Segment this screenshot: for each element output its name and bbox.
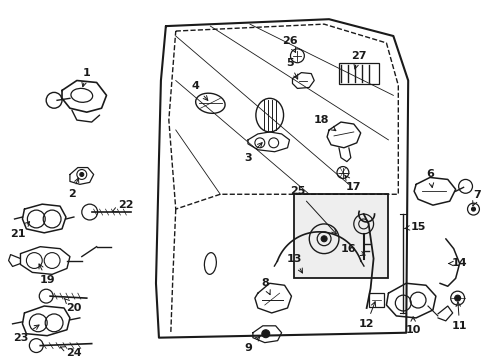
Text: 12: 12 [358, 302, 375, 329]
Text: 15: 15 [404, 222, 425, 232]
Text: 24: 24 [61, 347, 81, 357]
Text: 8: 8 [261, 278, 270, 294]
Circle shape [261, 330, 269, 338]
Bar [368, 293, 384, 307]
Circle shape [80, 172, 83, 176]
Text: 1: 1 [81, 68, 90, 87]
Text: 17: 17 [345, 176, 361, 192]
Text: 4: 4 [191, 81, 207, 100]
Text: 3: 3 [244, 143, 262, 163]
Circle shape [470, 207, 474, 211]
Text: 2: 2 [68, 178, 79, 199]
Text: 19: 19 [39, 264, 55, 285]
Text: 10: 10 [405, 317, 420, 335]
Text: 16: 16 [340, 244, 365, 256]
Text: 14: 14 [448, 258, 467, 269]
Circle shape [321, 236, 326, 242]
Text: 9: 9 [244, 336, 260, 352]
Text: 25: 25 [289, 186, 336, 234]
Text: 6: 6 [425, 170, 433, 188]
Text: 7: 7 [472, 190, 480, 206]
Text: 26: 26 [281, 36, 297, 52]
Text: 22: 22 [112, 200, 134, 212]
Text: 23: 23 [13, 325, 39, 343]
Bar [338, 63, 378, 85]
Text: 20: 20 [64, 298, 81, 313]
Text: 13: 13 [286, 253, 302, 273]
Text: 5: 5 [285, 58, 297, 79]
Text: 21: 21 [10, 222, 30, 239]
Text: 27: 27 [350, 51, 366, 69]
Text: 18: 18 [313, 115, 335, 131]
Circle shape [454, 295, 460, 301]
Bar [294, 194, 387, 278]
Text: 11: 11 [451, 302, 467, 331]
